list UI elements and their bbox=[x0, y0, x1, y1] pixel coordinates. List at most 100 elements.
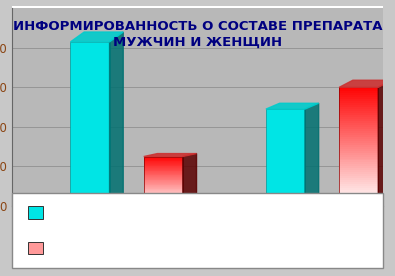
Bar bbox=[339, 93, 378, 95]
Bar bbox=[144, 195, 183, 196]
Bar bbox=[144, 198, 183, 199]
Bar bbox=[144, 178, 183, 179]
Bar bbox=[144, 183, 183, 184]
Bar bbox=[339, 143, 378, 145]
Polygon shape bbox=[339, 80, 392, 87]
Bar bbox=[144, 185, 183, 186]
Bar bbox=[339, 156, 378, 158]
Bar bbox=[339, 133, 378, 135]
Bar bbox=[144, 174, 183, 175]
Bar bbox=[339, 166, 378, 168]
Bar bbox=[144, 182, 183, 183]
Bar bbox=[339, 91, 378, 93]
Bar bbox=[339, 164, 378, 166]
Bar bbox=[144, 156, 183, 206]
Bar bbox=[70, 42, 109, 206]
Text: не знают в чем разница: не знают в чем разница bbox=[49, 208, 190, 217]
Bar bbox=[339, 188, 378, 190]
Bar bbox=[339, 194, 378, 196]
Bar bbox=[144, 171, 183, 172]
Bar bbox=[339, 182, 378, 184]
Bar bbox=[144, 175, 183, 176]
Bar bbox=[339, 105, 378, 107]
Bar bbox=[339, 89, 378, 91]
Bar bbox=[339, 111, 378, 113]
Bar bbox=[144, 202, 183, 203]
Bar bbox=[339, 180, 378, 182]
Bar bbox=[339, 95, 378, 97]
Bar bbox=[339, 87, 378, 206]
Bar bbox=[144, 184, 183, 185]
Bar bbox=[339, 119, 378, 121]
Bar bbox=[144, 157, 183, 158]
Bar bbox=[144, 193, 183, 194]
Bar bbox=[339, 125, 378, 127]
Bar bbox=[339, 127, 378, 129]
Bar bbox=[144, 156, 183, 157]
Bar bbox=[339, 174, 378, 176]
Bar bbox=[266, 109, 305, 206]
Bar bbox=[339, 160, 378, 163]
Bar bbox=[339, 131, 378, 133]
Bar bbox=[144, 179, 183, 180]
Bar bbox=[144, 196, 183, 197]
Bar bbox=[339, 168, 378, 170]
Bar bbox=[144, 192, 183, 193]
Bar bbox=[339, 192, 378, 194]
Bar bbox=[339, 121, 378, 123]
Bar bbox=[144, 177, 183, 178]
Bar bbox=[339, 148, 378, 151]
Bar bbox=[144, 166, 183, 167]
Bar bbox=[339, 135, 378, 137]
Bar bbox=[144, 199, 183, 200]
Bar bbox=[339, 155, 378, 156]
Bar bbox=[339, 129, 378, 131]
Bar bbox=[144, 197, 183, 198]
Bar bbox=[144, 200, 183, 201]
Bar bbox=[144, 188, 183, 189]
Bar bbox=[144, 165, 183, 166]
Text: предпочитают конкретное действующее вещество: предпочитают конкретное действующее веще… bbox=[49, 243, 352, 253]
Bar bbox=[144, 173, 183, 174]
Bar bbox=[144, 201, 183, 202]
Bar bbox=[144, 186, 183, 187]
Bar bbox=[144, 170, 183, 171]
Bar bbox=[339, 117, 378, 119]
Bar bbox=[144, 204, 183, 205]
Bar bbox=[339, 170, 378, 172]
Bar bbox=[144, 169, 183, 170]
Bar bbox=[339, 147, 378, 148]
Bar bbox=[144, 191, 183, 192]
Bar bbox=[339, 107, 378, 109]
Bar bbox=[339, 123, 378, 125]
Bar bbox=[339, 202, 378, 204]
Bar bbox=[144, 176, 183, 177]
Bar bbox=[144, 180, 183, 181]
Bar bbox=[339, 163, 378, 164]
Bar bbox=[144, 181, 183, 182]
Polygon shape bbox=[183, 153, 197, 206]
Bar bbox=[339, 145, 378, 147]
Bar bbox=[339, 141, 378, 143]
Text: МУЖЧИН И ЖЕНЩИН: МУЖЧИН И ЖЕНЩИН bbox=[113, 36, 282, 49]
Bar bbox=[144, 161, 183, 162]
Polygon shape bbox=[378, 80, 392, 206]
Bar bbox=[144, 194, 183, 195]
Bar bbox=[144, 205, 183, 206]
Bar bbox=[339, 139, 378, 141]
Bar bbox=[144, 159, 183, 160]
Polygon shape bbox=[109, 32, 123, 206]
Bar bbox=[144, 190, 183, 191]
Polygon shape bbox=[70, 32, 123, 42]
Bar bbox=[339, 198, 378, 200]
Bar bbox=[144, 189, 183, 190]
Bar bbox=[339, 200, 378, 202]
Bar bbox=[339, 186, 378, 188]
Bar bbox=[144, 162, 183, 163]
Bar bbox=[339, 176, 378, 178]
Bar bbox=[339, 178, 378, 180]
Bar bbox=[339, 190, 378, 192]
Bar bbox=[339, 87, 378, 89]
Bar bbox=[144, 163, 183, 164]
Bar bbox=[144, 203, 183, 204]
